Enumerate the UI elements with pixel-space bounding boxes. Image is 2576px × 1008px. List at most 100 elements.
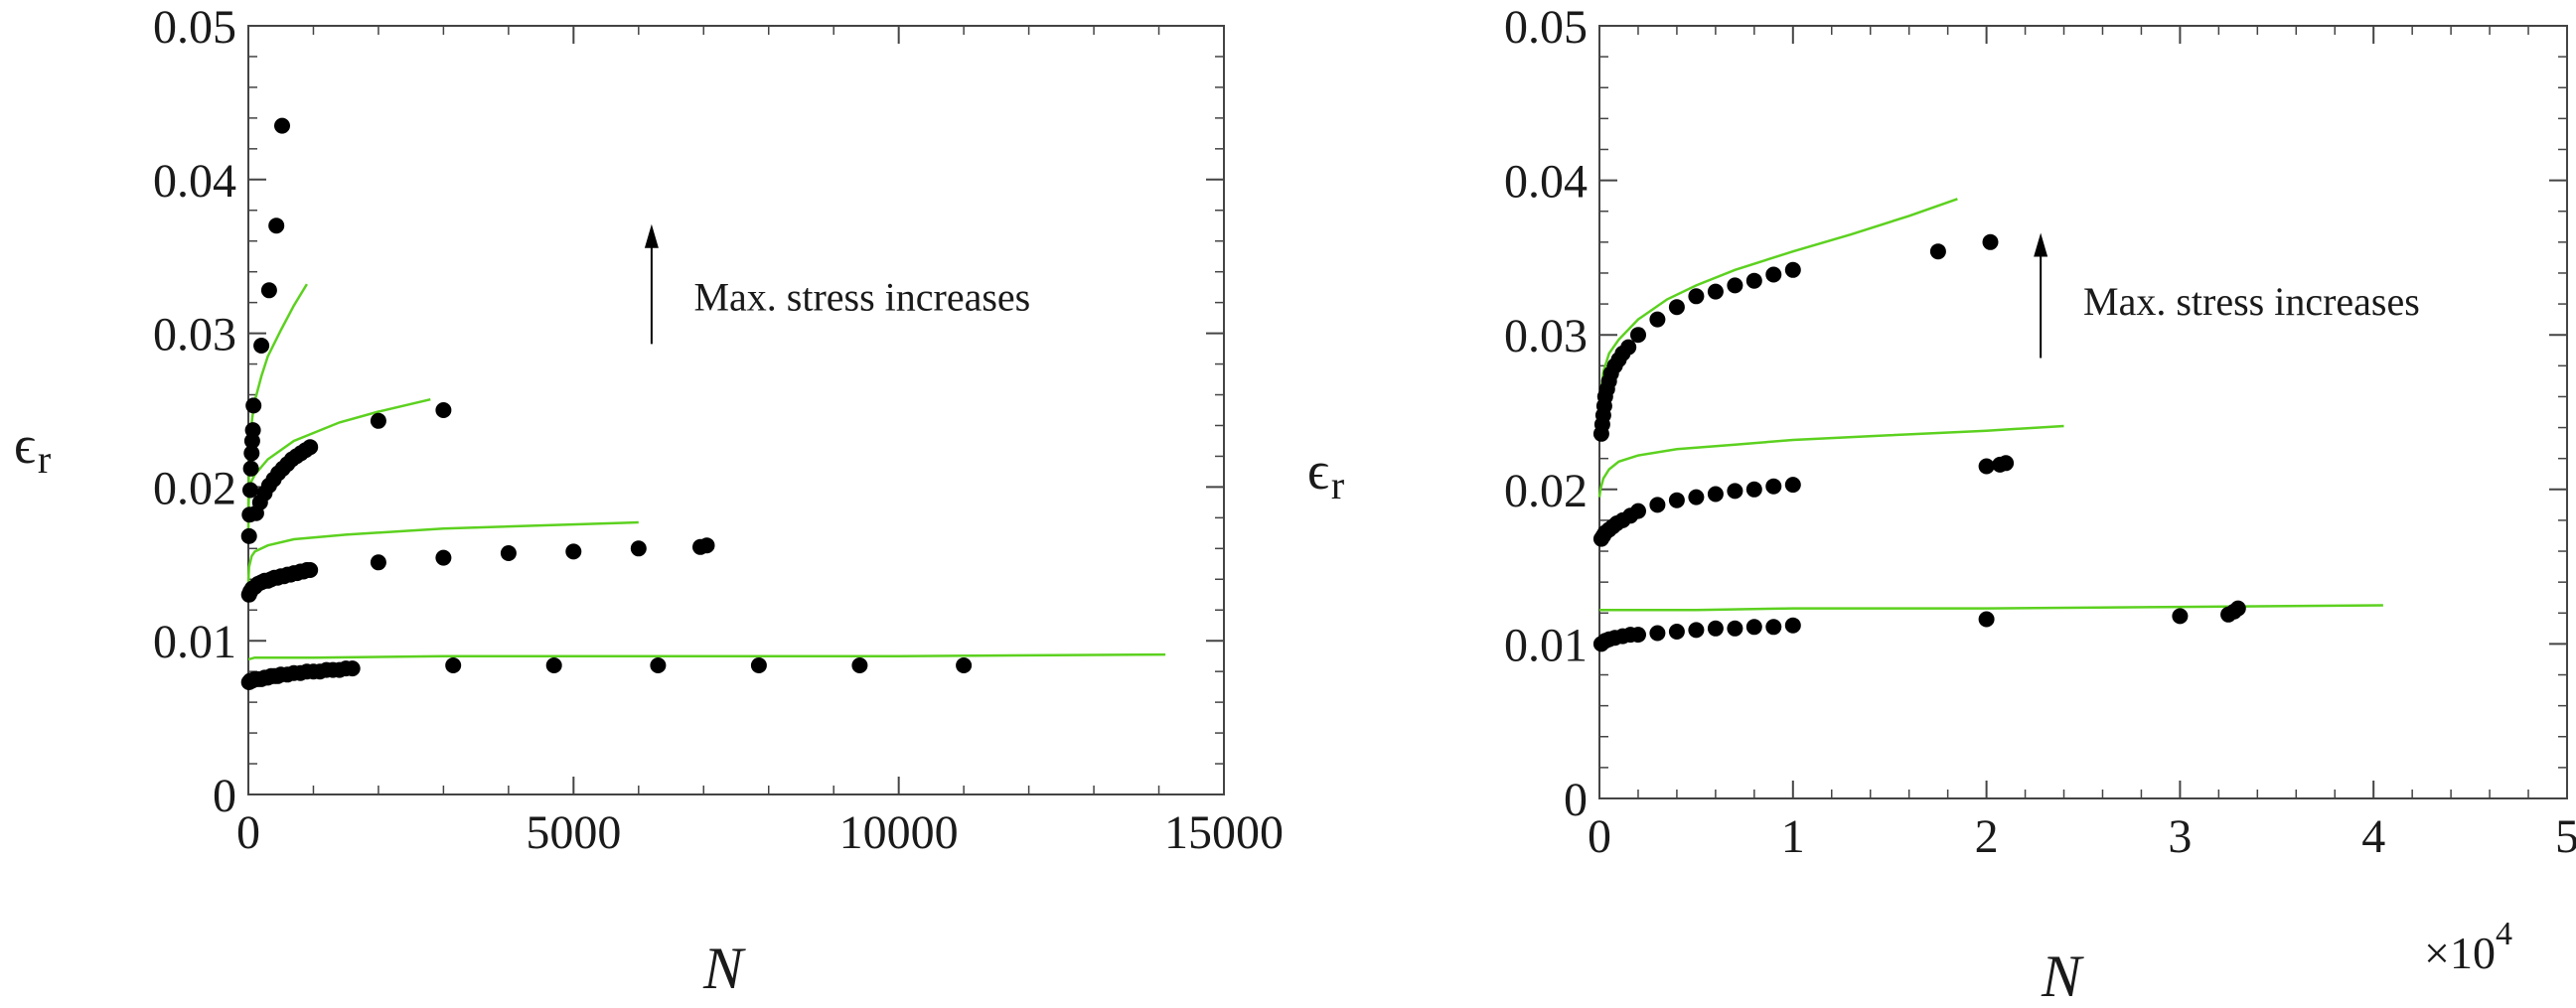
right-chart-xtick-labels: 0 1 2 3 4 5 [1588,810,2576,863]
left-chart-test-1-point [750,657,767,673]
y-tick-label: 0.02 [1504,465,1588,517]
left-chart-test-4-point [260,282,277,299]
left-chart-ticks [247,25,1225,795]
left-chart-test-2-point [370,554,386,571]
y-tick-label: 0 [213,770,236,822]
right-chart-test-3-point [1688,288,1705,305]
left-chart-annotation: Max. stress increases [644,223,1030,345]
right-chart-ytick-labels: 0 0.01 0.02 0.03 0.04 0.05 [1504,1,1588,826]
right-chart-test-3-point [1707,283,1724,300]
left-chart-annotation-arrowhead [644,223,659,248]
left-chart-frame [247,25,1225,795]
right-chart-x-multiplier: ×104 [2424,916,2512,978]
left-chart-y-axis-label: ϵr [14,415,51,482]
y-tick-label: 0.04 [153,155,236,208]
left-chart-test-1-point [545,657,562,673]
right-chart-x-multiplier-base: ×10 [2424,928,2496,978]
right-chart-test-2-point [1998,455,2015,472]
left-chart-test-2-point [500,545,517,561]
y-tick-label: 0.03 [153,309,236,361]
left-chart-model-2-line [246,520,639,588]
right-chart-ticks [1598,25,2568,799]
left-chart-test-4-point [274,117,290,134]
left-chart-test-1-point [851,657,868,673]
left-chart-data-points [240,117,973,690]
right-chart-test-2-point [1727,483,1743,500]
left-chart-model-1-line [248,652,1166,661]
left-chart: 0 5000 10000 15000 0 0.01 0.02 0.03 0.04 0.05 Ma… [14,1,1284,1001]
left-chart-test-2-point [435,549,452,566]
left-chart-test-3-point [370,412,386,429]
right-chart-test-2-point [1765,478,1782,495]
left-chart-y-axis-subscript: r [38,437,51,482]
x-tick-label: 5 [2555,810,2576,863]
left-chart-test-4-point [253,338,270,354]
right-chart-y-axis-symbol: ϵ [1307,441,1329,501]
right-chart-test-3-point [1784,261,1801,278]
left-chart-test-3-point [240,527,257,544]
left-chart-annotation-text: Max. stress increases [693,274,1030,319]
right-chart-test-1-point [1745,619,1762,636]
right-chart-test-1-point [1649,625,1666,642]
right-chart-test-3-point [1630,327,1646,344]
right-chart-test-3-point [1929,243,1946,260]
x-tick-label: 0 [236,806,260,859]
right-chart-test-2-point [1688,489,1705,505]
right-chart: 0 1 2 3 4 5 0 0.01 0.02 0.03 0.04 0.05 Max. stress… [1307,1,2576,1008]
right-chart-test-3-point [1649,311,1666,328]
right-chart-test-3-point [1982,233,1999,250]
x-tick-label: 1 [1781,810,1805,863]
x-tick-label: 4 [2361,810,2385,863]
x-tick-label: 0 [1588,810,1611,863]
y-tick-label: 0.03 [1504,310,1588,362]
right-chart-test-1-point [1727,620,1743,637]
right-chart-model-lines [1597,198,2383,612]
left-chart-x-axis-label: N [702,936,746,1001]
right-chart-test-3-point [1727,277,1743,294]
right-chart-x-multiplier-exponent: 4 [2496,916,2512,952]
x-tick-label: 5000 [526,806,621,859]
right-chart-test-3-point [1668,299,1685,316]
right-chart-test-1-point [1688,622,1705,639]
y-tick-label: 0.04 [1504,156,1588,209]
right-chart-test-1-point [2229,600,2246,617]
right-chart-model-1-line [1599,604,2383,612]
right-chart-test-1-point [1707,620,1724,637]
left-chart-test-2-point [302,562,319,578]
right-chart-y-axis-label: ϵr [1307,441,1344,507]
left-chart-test-3-point [243,445,260,462]
right-chart-test-1-point [1978,611,1995,628]
right-chart-test-3-point [1765,266,1782,283]
right-chart-test-3-point [1620,339,1637,356]
y-tick-label: 0.05 [153,1,236,54]
left-chart-y-axis-symbol: ϵ [14,415,36,475]
right-chart-test-2-point [1649,497,1666,513]
left-chart-ytick-labels: 0 0.01 0.02 0.03 0.04 0.05 [153,1,236,822]
left-chart-test-3-point [245,397,262,414]
right-chart-test-2-point [1668,492,1685,508]
left-chart-test-3-point [244,422,261,439]
y-tick-label: 0.05 [1504,1,1588,54]
right-chart-test-1-point [1784,617,1801,634]
right-chart-model-2-line [1597,424,2064,498]
left-chart-test-1-point [445,657,462,673]
left-chart-test-2-point [698,537,715,554]
left-chart-test-3-point [435,402,452,418]
right-chart-test-1-point [1765,619,1782,636]
x-tick-label: 2 [1975,810,1999,863]
left-chart-test-3-point [242,460,259,477]
right-chart-test-2-point [1745,481,1762,498]
right-chart-test-2-point [1784,477,1801,494]
right-chart-test-1-point [1668,624,1685,640]
left-chart-test-4-point [268,217,285,234]
left-chart-test-1-point [650,657,667,673]
left-chart-test-2-point [565,543,582,560]
right-chart-y-axis-subscript: r [1331,463,1344,507]
x-tick-label: 15000 [1164,806,1284,859]
right-chart-test-2-point [1707,486,1724,503]
left-chart-test-2-point [630,540,647,557]
right-chart-annotation-text: Max. stress increases [2083,279,2420,324]
right-chart-data-points [1592,233,2246,652]
left-chart-test-1-point [344,660,361,677]
